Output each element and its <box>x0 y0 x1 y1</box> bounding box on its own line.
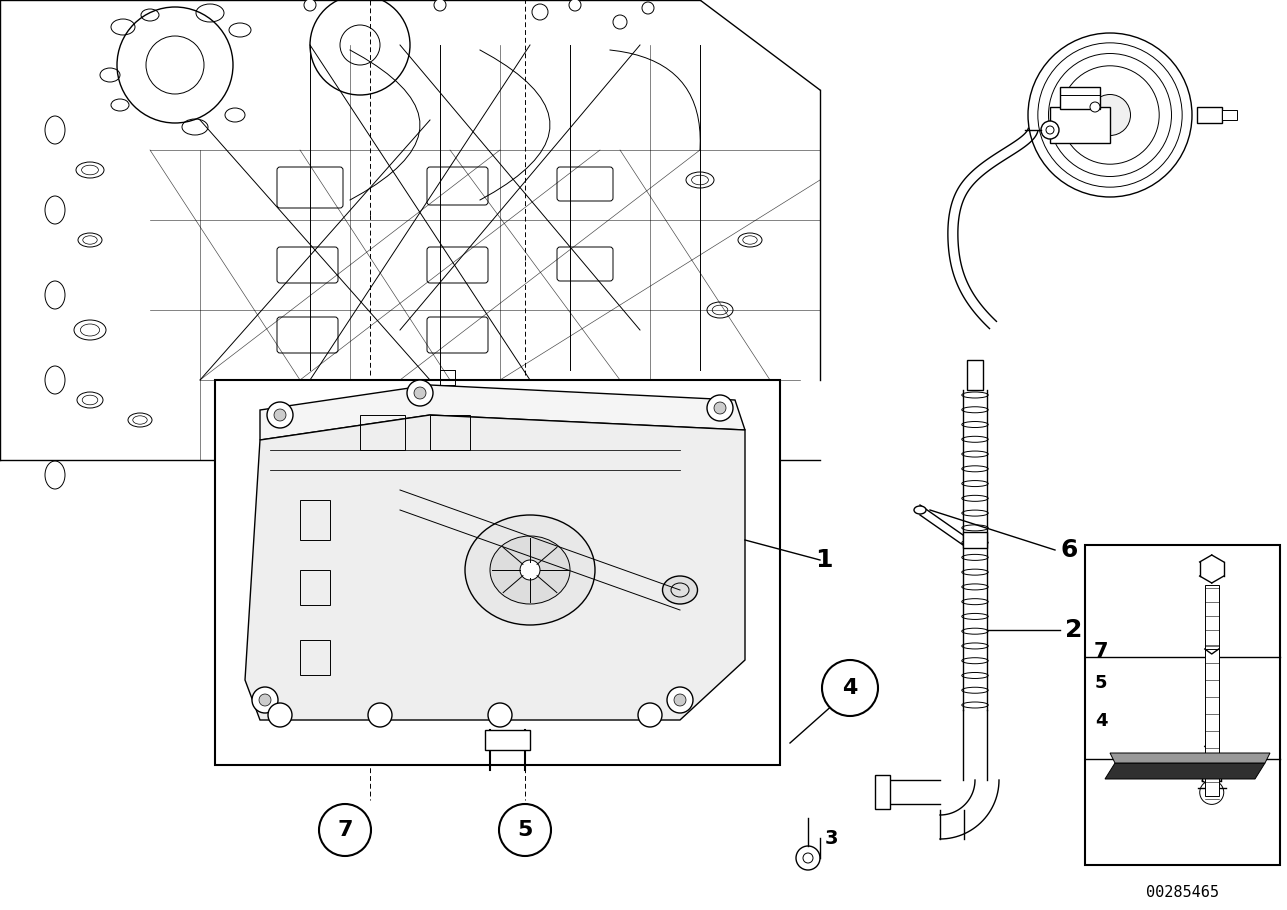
Text: 5: 5 <box>517 820 533 840</box>
Ellipse shape <box>465 515 595 625</box>
Circle shape <box>499 804 551 856</box>
Circle shape <box>274 409 286 421</box>
Bar <box>300 500 329 540</box>
Circle shape <box>674 694 686 706</box>
Bar <box>1221 110 1237 120</box>
Bar <box>360 415 405 450</box>
Circle shape <box>714 402 726 414</box>
Circle shape <box>414 387 426 399</box>
Ellipse shape <box>490 536 570 604</box>
Circle shape <box>434 0 447 11</box>
Text: 4: 4 <box>1095 713 1107 731</box>
Text: 5: 5 <box>1095 674 1107 693</box>
Text: 4: 4 <box>842 678 857 698</box>
Bar <box>430 415 470 450</box>
Text: 7: 7 <box>337 820 353 840</box>
Bar <box>1205 585 1219 746</box>
Circle shape <box>259 694 272 706</box>
Bar <box>300 570 329 605</box>
Bar <box>300 640 329 675</box>
Ellipse shape <box>663 576 698 604</box>
Bar <box>1197 107 1221 123</box>
Circle shape <box>407 380 432 406</box>
Bar <box>1205 649 1219 796</box>
Bar <box>1085 545 1281 865</box>
Text: 7: 7 <box>1094 642 1108 662</box>
Circle shape <box>667 687 692 713</box>
Circle shape <box>642 2 654 14</box>
Circle shape <box>795 846 820 870</box>
Circle shape <box>638 703 662 727</box>
Circle shape <box>707 395 734 421</box>
Text: 6: 6 <box>1060 538 1077 562</box>
Text: 2: 2 <box>1066 618 1082 642</box>
Circle shape <box>319 804 371 856</box>
Circle shape <box>488 703 512 727</box>
Text: 00285465: 00285465 <box>1145 885 1219 900</box>
Circle shape <box>368 703 393 727</box>
Bar <box>215 380 780 765</box>
Bar <box>485 730 530 750</box>
Bar <box>1050 107 1109 143</box>
Circle shape <box>1041 121 1059 139</box>
Circle shape <box>1090 95 1130 136</box>
Circle shape <box>1028 33 1192 197</box>
Circle shape <box>569 0 580 11</box>
Circle shape <box>304 0 317 11</box>
Polygon shape <box>1109 753 1270 763</box>
Polygon shape <box>0 0 820 460</box>
Text: 3: 3 <box>825 828 839 847</box>
Circle shape <box>252 687 278 713</box>
Circle shape <box>266 402 293 428</box>
Circle shape <box>268 703 292 727</box>
Circle shape <box>822 660 878 716</box>
Circle shape <box>520 560 541 580</box>
Ellipse shape <box>914 506 927 514</box>
Polygon shape <box>1106 763 1265 779</box>
Bar <box>875 775 891 809</box>
Polygon shape <box>260 385 745 440</box>
Polygon shape <box>245 415 745 720</box>
Circle shape <box>1090 102 1100 112</box>
Text: 1: 1 <box>815 548 833 572</box>
Bar <box>963 532 987 548</box>
Bar <box>1060 87 1100 109</box>
Bar <box>967 360 983 390</box>
